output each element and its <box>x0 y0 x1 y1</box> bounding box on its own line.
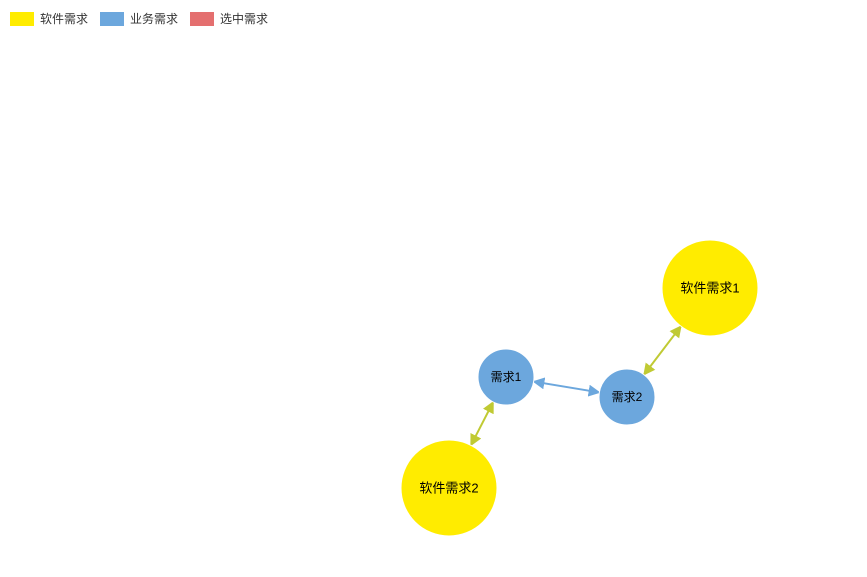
graph-edge <box>644 326 681 375</box>
graph-edge <box>471 402 493 445</box>
graph-node[interactable]: 软件需求1 <box>662 240 758 336</box>
graph-node[interactable]: 软件需求2 <box>401 440 497 536</box>
graph-node-label: 软件需求2 <box>419 481 478 496</box>
graph-edge <box>534 382 600 393</box>
graph-node-label: 需求2 <box>612 390 643 404</box>
graph-node[interactable]: 需求1 <box>478 349 534 405</box>
graph-node[interactable]: 需求2 <box>599 369 655 425</box>
network-graph[interactable]: 软件需求1 软件需求2 需求1 需求2 <box>0 0 867 577</box>
graph-node-label: 需求1 <box>491 370 522 384</box>
graph-node-label: 软件需求1 <box>680 281 739 296</box>
